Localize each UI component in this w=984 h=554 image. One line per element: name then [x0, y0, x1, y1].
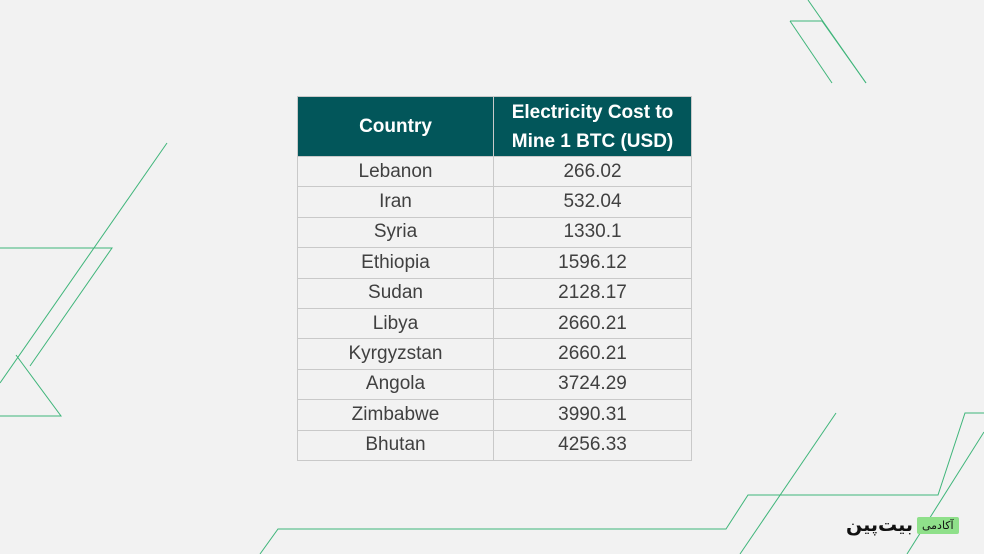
brand-name: بیت‌پین — [846, 514, 913, 536]
table-row: Libya 2660.21 — [297, 307, 692, 340]
country-cell: Angola — [297, 368, 494, 401]
table-row: Sudan 2128.17 — [297, 277, 692, 309]
cost-cell: 1596.12 — [493, 247, 692, 279]
brand-badge: آکادمی — [917, 516, 959, 534]
table-row: Ethiopia 1596.12 — [297, 247, 692, 279]
country-cell: Libya — [297, 307, 494, 340]
country-cell: Lebanon — [297, 155, 494, 188]
table-header-row: Country Electricity Cost to Mine 1 BTC (… — [297, 96, 692, 157]
cost-cell: 3724.29 — [493, 368, 692, 401]
country-cell: Kyrgyzstan — [297, 338, 494, 370]
country-cell: Syria — [297, 216, 494, 249]
cost-cell: 3990.31 — [493, 399, 692, 431]
cost-cell: 2660.21 — [493, 338, 692, 370]
table-row: Iran 532.04 — [297, 186, 692, 218]
data-table: Country Electricity Cost to Mine 1 BTC (… — [297, 96, 692, 461]
cost-cell: 2128.17 — [493, 277, 692, 309]
country-cell: Iran — [297, 186, 494, 218]
cost-cell: 266.02 — [493, 155, 692, 188]
table-row: Angola 3724.29 — [297, 368, 692, 401]
table-row: Zimbabwe 3990.31 — [297, 399, 692, 431]
brand-logo: آکادمی بیت‌پین — [846, 513, 959, 537]
country-cell: Bhutan — [297, 429, 494, 461]
data-table-container: Country Electricity Cost to Mine 1 BTC (… — [297, 96, 692, 461]
cost-cell: 2660.21 — [493, 307, 692, 340]
country-cell: Sudan — [297, 277, 494, 309]
table-row: Syria 1330.1 — [297, 216, 692, 249]
table-row: Kyrgyzstan 2660.21 — [297, 338, 692, 370]
cost-cell: 1330.1 — [493, 216, 692, 249]
cost-cell: 532.04 — [493, 186, 692, 218]
table-row: Bhutan 4256.33 — [297, 429, 692, 461]
country-cell: Zimbabwe — [297, 399, 494, 431]
column-header-country: Country — [297, 96, 494, 157]
cost-cell: 4256.33 — [493, 429, 692, 461]
table-row: Lebanon 266.02 — [297, 155, 692, 188]
country-cell: Ethiopia — [297, 247, 494, 279]
column-header-electricity-cost: Electricity Cost to Mine 1 BTC (USD) — [493, 96, 692, 157]
